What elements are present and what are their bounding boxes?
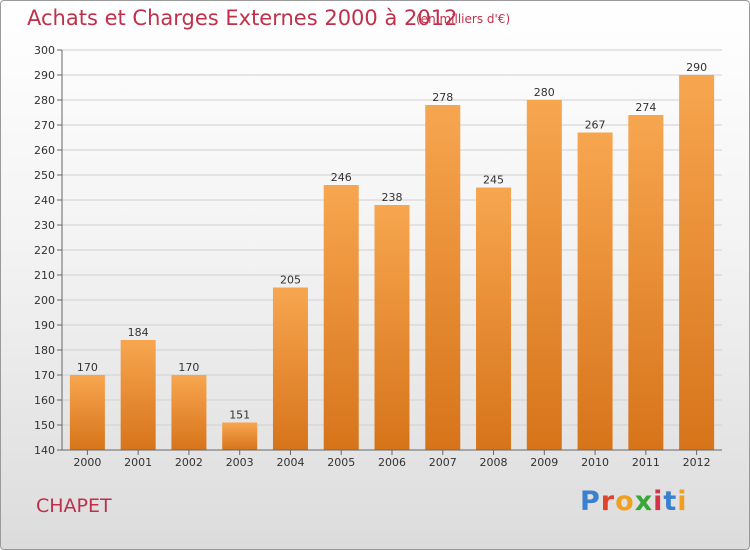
x-tick-label: 2011: [632, 456, 660, 469]
y-tick-label: 160: [34, 394, 55, 407]
x-tick-label: 2002: [175, 456, 203, 469]
bar: [425, 105, 461, 450]
y-tick-label: 220: [34, 244, 55, 257]
commune-name: CHAPET: [36, 495, 112, 517]
y-tick-label: 190: [34, 319, 55, 332]
bar: [679, 75, 715, 450]
logo-letter: o: [615, 486, 635, 517]
y-tick-label: 290: [34, 69, 55, 82]
y-tick-label: 140: [34, 444, 55, 457]
bar: [222, 422, 258, 450]
bar-value-label: 280: [534, 86, 555, 99]
bar-value-label: 245: [483, 174, 504, 187]
proxiti-logo[interactable]: Proxiti: [580, 486, 688, 517]
logo-letter: P: [580, 486, 601, 517]
chart-title: Achats et Charges Externes 2000 à 2012: [27, 6, 458, 30]
bar-value-label: 238: [382, 191, 403, 204]
x-tick-label: 2009: [530, 456, 558, 469]
bar: [171, 375, 207, 450]
bar-value-label: 184: [128, 326, 149, 339]
x-tick-label: 2006: [378, 456, 406, 469]
bar: [628, 115, 664, 450]
logo-letter: i: [677, 486, 688, 517]
bar-value-label: 274: [635, 101, 656, 114]
bar-value-label: 267: [585, 119, 606, 132]
chart-subtitle: (en milliers d'€): [416, 12, 511, 26]
y-tick-label: 230: [34, 219, 55, 232]
x-tick-label: 2008: [480, 456, 508, 469]
y-tick-label: 210: [34, 269, 55, 282]
y-tick-label: 280: [34, 94, 55, 107]
logo-letter: r: [600, 486, 616, 517]
bar-value-label: 170: [178, 361, 199, 374]
x-tick-label: 2001: [124, 456, 152, 469]
y-tick-label: 250: [34, 169, 55, 182]
y-tick-label: 260: [34, 144, 55, 157]
bar: [323, 185, 359, 450]
x-tick-label: 2010: [581, 456, 609, 469]
bar: [476, 187, 512, 450]
x-tick-label: 2004: [276, 456, 304, 469]
bar-value-label: 151: [229, 409, 250, 422]
logo-letter: t: [663, 486, 678, 517]
bar: [374, 205, 410, 450]
y-tick-label: 180: [34, 344, 55, 357]
y-tick-label: 300: [34, 44, 55, 57]
bar-value-label: 205: [280, 274, 301, 287]
bar-value-label: 278: [432, 91, 453, 104]
bar-value-label: 290: [686, 61, 707, 74]
x-tick-label: 2003: [226, 456, 254, 469]
y-tick-label: 170: [34, 369, 55, 382]
y-tick-label: 270: [34, 119, 55, 132]
bar: [526, 100, 562, 450]
x-tick-label: 2005: [327, 456, 355, 469]
bar-value-label: 246: [331, 171, 352, 184]
bar: [272, 287, 308, 450]
y-tick-label: 200: [34, 294, 55, 307]
bar: [120, 340, 156, 450]
logo-letter: i: [653, 486, 664, 517]
y-tick-label: 150: [34, 419, 55, 432]
y-tick-label: 240: [34, 194, 55, 207]
bar: [577, 132, 613, 450]
x-tick-label: 2012: [683, 456, 711, 469]
x-tick-label: 2007: [429, 456, 457, 469]
bar-value-label: 170: [77, 361, 98, 374]
x-tick-label: 2000: [73, 456, 101, 469]
logo-letter: x: [634, 486, 654, 517]
bar: [69, 375, 105, 450]
